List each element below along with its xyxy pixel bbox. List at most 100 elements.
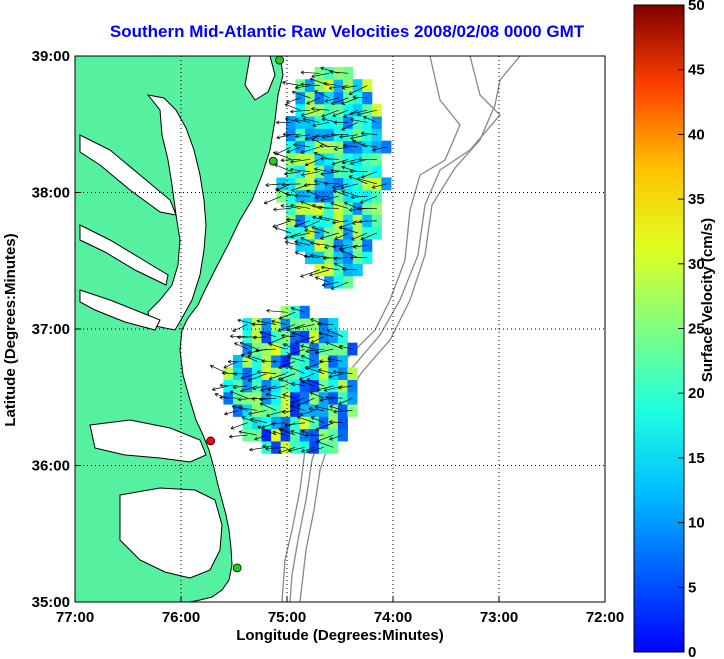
velocity-cell [314, 238, 325, 252]
velocity-vector-head [284, 422, 288, 426]
velocity-cell [324, 275, 335, 289]
velocity-vector-head [352, 96, 357, 100]
velocity-vector-head [275, 187, 279, 191]
velocity-vector-head [306, 190, 309, 194]
velocity-vector-head [349, 170, 353, 174]
velocity-cell [280, 367, 291, 381]
velocity-vector [340, 183, 358, 189]
velocity-vector-head [317, 322, 321, 325]
velocity-vector-head [290, 430, 295, 432]
velocity-vector [331, 281, 349, 290]
velocity-vector [251, 397, 267, 400]
velocity-vector [237, 336, 258, 338]
velocity-vector [271, 320, 286, 325]
velocity-vector-head [290, 109, 294, 112]
velocity-vector-head [325, 395, 329, 398]
velocity-vector [341, 122, 358, 131]
velocity-vector-head [227, 359, 232, 363]
velocity-vector-head [320, 173, 325, 176]
velocity-vector-head [300, 344, 305, 346]
velocity-vector-head [333, 409, 337, 413]
velocity-vector-head [349, 169, 354, 172]
velocity-vector-head [348, 209, 353, 212]
velocity-vector-head [272, 361, 277, 364]
velocity-cell [280, 342, 291, 356]
velocity-vector [310, 254, 330, 258]
velocity-vector-head [331, 164, 336, 166]
velocity-vector-head [273, 209, 277, 212]
velocity-vector-head [301, 381, 305, 385]
station-marker [275, 55, 284, 65]
velocity-vector [306, 97, 320, 105]
velocity-vector [266, 410, 286, 417]
velocity-vector [329, 434, 344, 440]
velocity-vector [332, 183, 349, 189]
velocity-vector [306, 190, 320, 197]
velocity-vector [280, 205, 301, 209]
velocity-vector [255, 348, 277, 351]
velocity-vector-head [308, 406, 313, 409]
velocity-cell [314, 128, 325, 142]
y-tick-label: 36:00 [32, 458, 70, 475]
velocity-cell [309, 330, 320, 344]
velocity-vector [314, 168, 330, 172]
velocity-vector-head [263, 200, 267, 204]
velocity-cell [362, 214, 373, 228]
velocity-vector [287, 348, 305, 356]
velocity-vector [361, 144, 377, 148]
velocity-vector-head [295, 136, 299, 139]
velocity-vector-head [312, 123, 316, 126]
velocity-vector-head [339, 225, 342, 229]
velocity-vector-head [310, 253, 314, 256]
velocity-cell [362, 140, 373, 154]
velocity-vector [234, 342, 248, 350]
velocity-vector-head [341, 160, 345, 164]
velocity-cell [318, 342, 329, 356]
velocity-vector-head [238, 406, 242, 410]
velocity-vector-head [309, 272, 313, 276]
velocity-cell [333, 165, 344, 178]
velocity-vector [282, 410, 296, 413]
velocity-vector [284, 422, 305, 426]
velocity-vector [342, 268, 358, 271]
velocity-vector-head [343, 143, 347, 146]
velocity-vector [289, 366, 305, 374]
velocity-vector-head [311, 108, 315, 111]
velocity-vector [330, 202, 349, 209]
velocity-vector [309, 269, 330, 276]
velocity-vector-head [312, 215, 316, 218]
velocity-vector [314, 134, 330, 138]
velocity-vector-head [291, 383, 295, 386]
velocity-cell [337, 404, 348, 417]
velocity-vector-head [238, 431, 242, 435]
velocity-vector-head [230, 334, 234, 337]
velocity-vector-head [323, 388, 327, 391]
velocity-cell [314, 66, 325, 80]
velocity-vector-head [361, 174, 364, 178]
velocity-vector [317, 323, 334, 325]
velocity-vector [297, 416, 315, 424]
velocity-vector-head [238, 430, 243, 432]
velocity-vector-head [319, 360, 323, 364]
velocity-cell [337, 342, 348, 356]
velocity-vector-head [320, 156, 324, 159]
velocity-vector-head [320, 67, 324, 71]
velocity-vector-head [341, 190, 346, 192]
delaware-bay [244, 56, 276, 101]
velocity-vector [331, 97, 349, 105]
velocity-vector-head [329, 71, 333, 74]
velocity-vector-head [294, 195, 298, 198]
velocity-vector-head [274, 227, 278, 231]
velocity-vector [303, 255, 320, 258]
velocity-cell [280, 318, 291, 331]
velocity-vector-head [248, 411, 252, 415]
velocity-vector-head [338, 387, 342, 390]
velocity-vector-head [350, 119, 354, 122]
velocity-vector [282, 393, 296, 399]
velocity-vector-head [287, 356, 291, 360]
velocity-vector-head [252, 386, 256, 390]
velocity-vector-head [219, 397, 223, 400]
velocity-vector-head [329, 70, 334, 73]
velocity-vector-head [330, 101, 334, 105]
velocity-vector-head [282, 81, 286, 85]
